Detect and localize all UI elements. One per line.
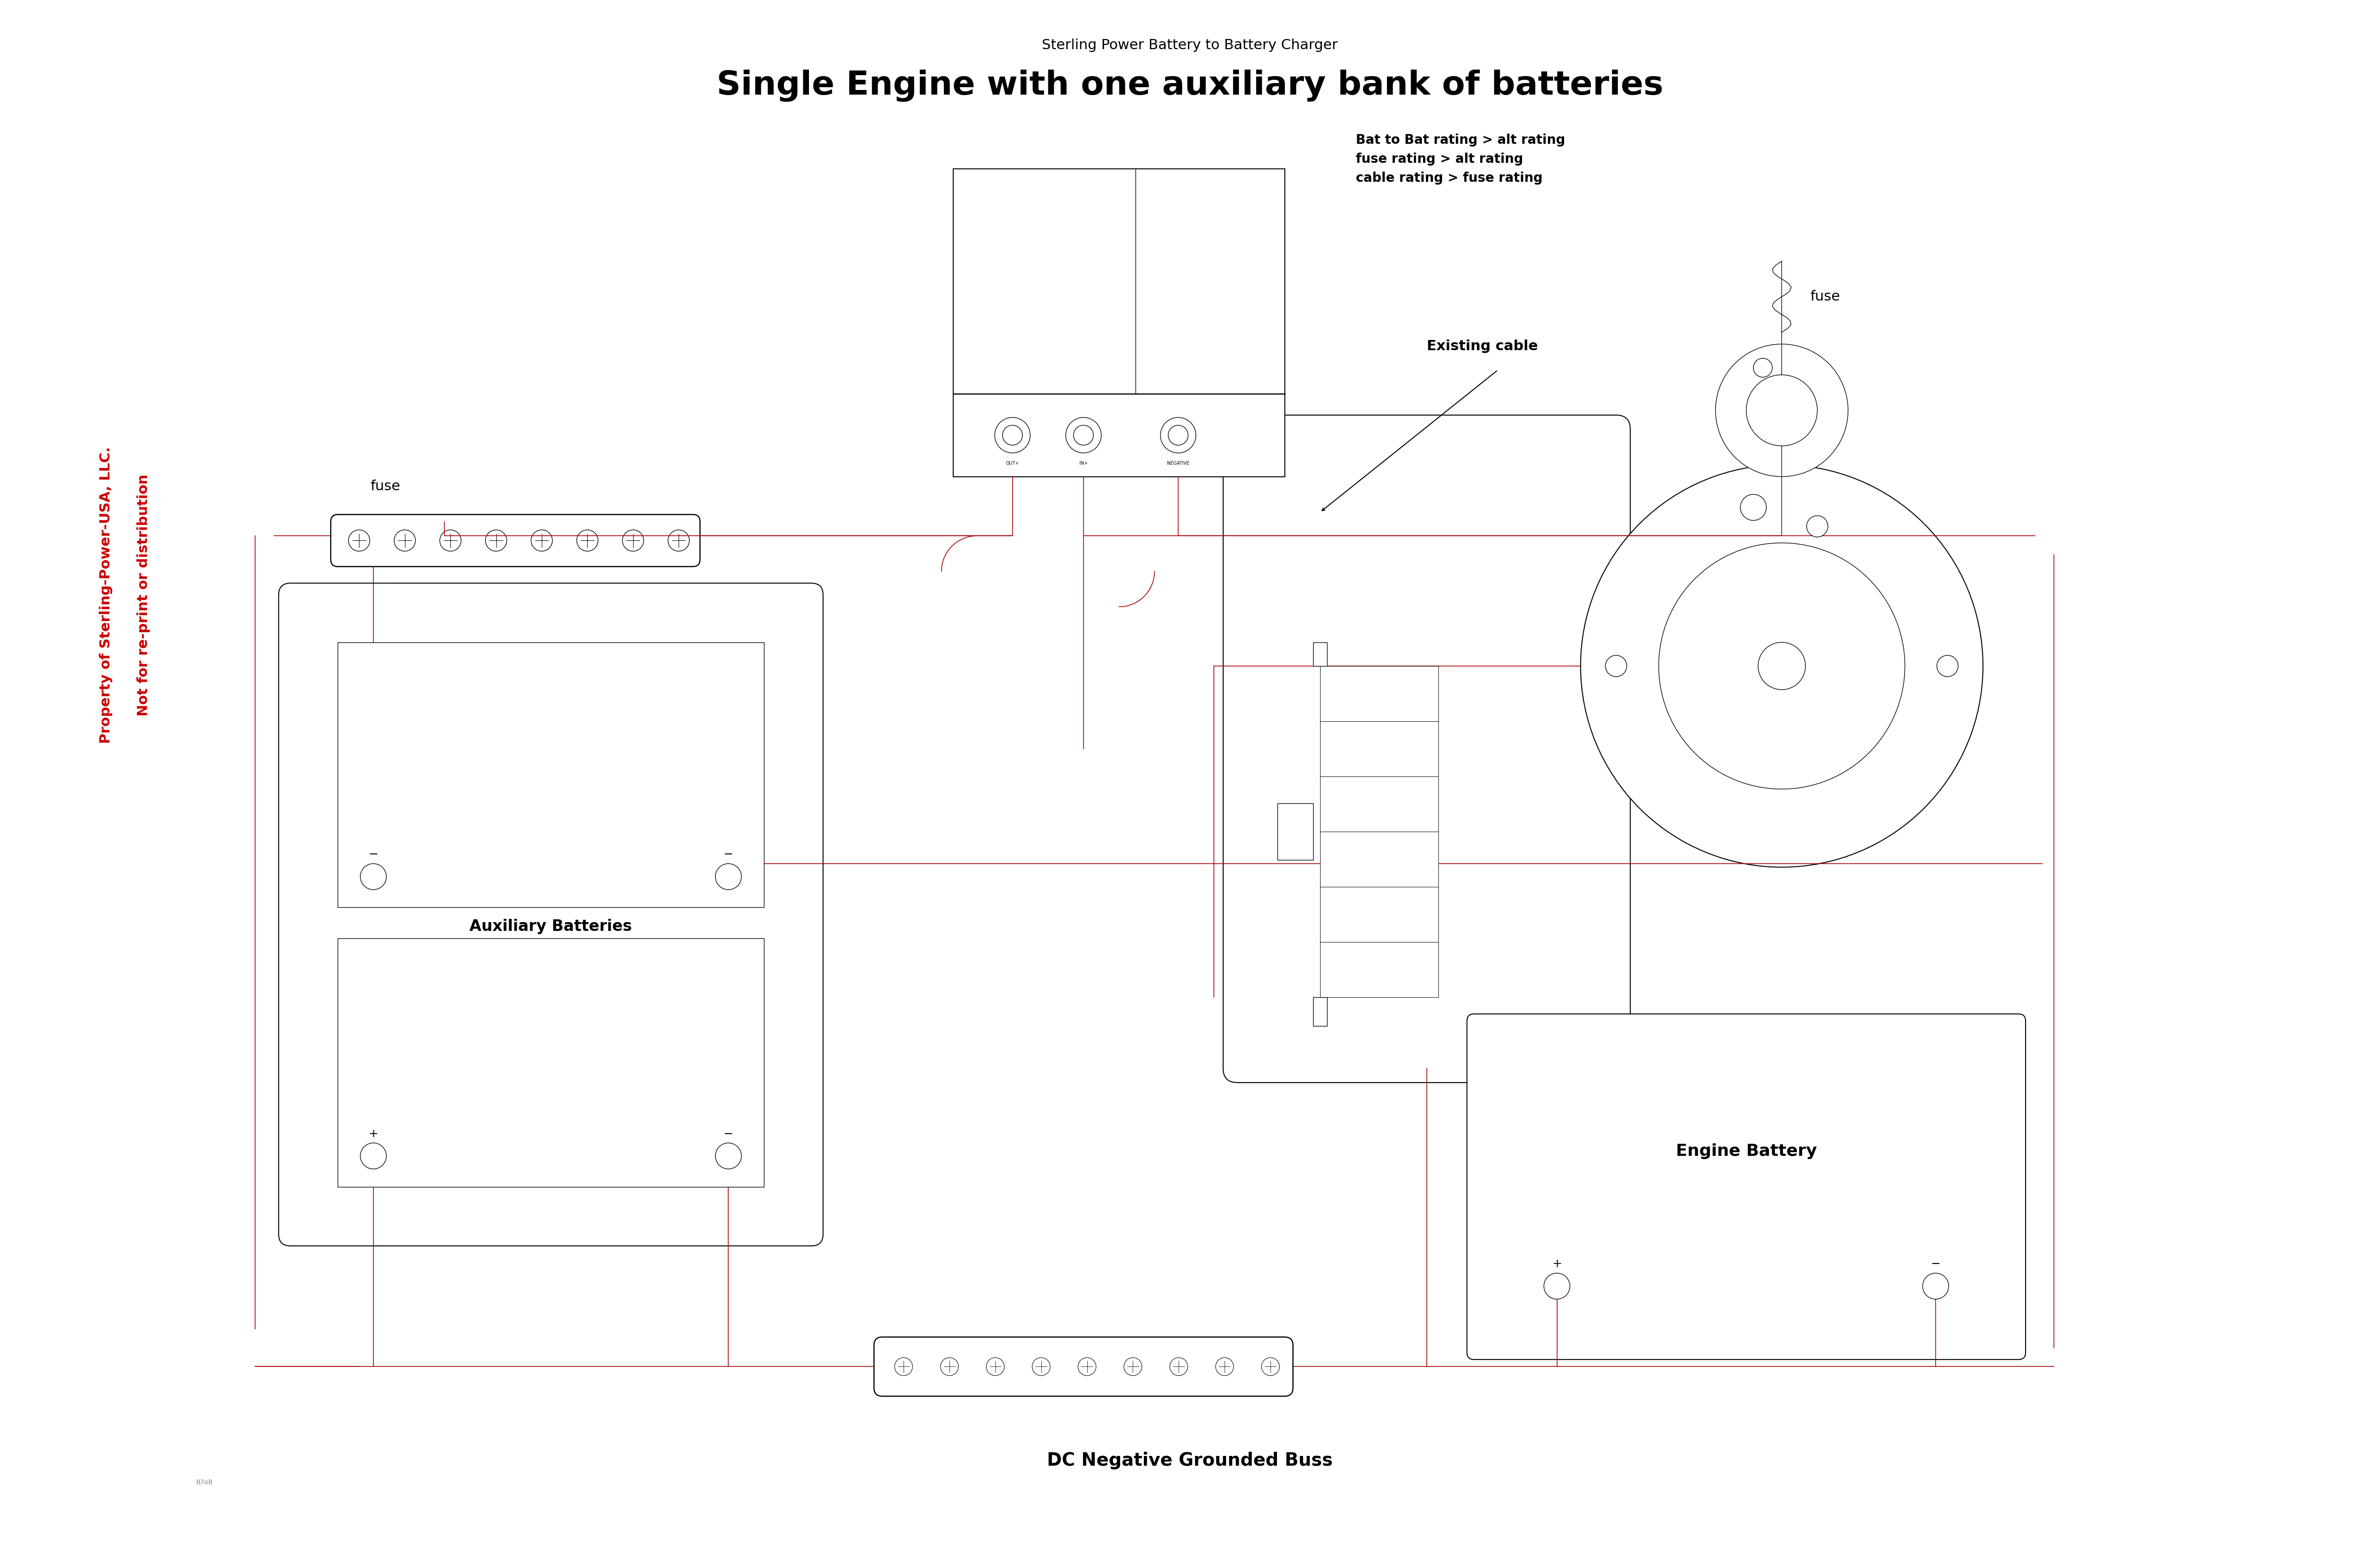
FancyBboxPatch shape xyxy=(873,1336,1292,1397)
Circle shape xyxy=(1216,1358,1233,1375)
Bar xyxy=(1321,666,1438,722)
Text: +: + xyxy=(1552,1259,1561,1270)
Text: Property of Sterling-Power-USA, LLC.: Property of Sterling-Power-USA, LLC. xyxy=(100,447,112,743)
Circle shape xyxy=(1747,375,1818,447)
Circle shape xyxy=(1740,494,1766,521)
Circle shape xyxy=(1161,417,1195,453)
Circle shape xyxy=(359,864,386,890)
Circle shape xyxy=(1759,643,1806,689)
Circle shape xyxy=(1002,425,1023,445)
Bar xyxy=(338,938,764,1187)
Text: DC Negative Grounded Buss: DC Negative Grounded Buss xyxy=(1047,1452,1333,1469)
Bar xyxy=(1278,803,1314,861)
Circle shape xyxy=(395,530,416,552)
Circle shape xyxy=(1066,417,1102,453)
Circle shape xyxy=(1606,655,1628,677)
Circle shape xyxy=(1073,425,1092,445)
Circle shape xyxy=(1659,542,1904,789)
Bar xyxy=(1314,643,1328,666)
Circle shape xyxy=(1033,1358,1050,1375)
Circle shape xyxy=(940,1358,959,1375)
Circle shape xyxy=(1078,1358,1097,1375)
Circle shape xyxy=(624,530,643,552)
Bar xyxy=(338,643,764,907)
Circle shape xyxy=(347,530,369,552)
Circle shape xyxy=(486,530,507,552)
Circle shape xyxy=(531,530,552,552)
Text: −: − xyxy=(724,1128,733,1139)
Text: fuse: fuse xyxy=(1811,290,1840,303)
Circle shape xyxy=(716,864,743,890)
Circle shape xyxy=(1545,1273,1571,1299)
Text: +: + xyxy=(369,1128,378,1139)
Circle shape xyxy=(1123,1358,1142,1375)
Circle shape xyxy=(1923,1273,1949,1299)
Circle shape xyxy=(1169,425,1188,445)
Text: −: − xyxy=(1930,1259,1940,1270)
Circle shape xyxy=(1754,358,1773,377)
Bar xyxy=(1321,722,1438,777)
Text: Existing cable: Existing cable xyxy=(1426,340,1537,354)
Text: −: − xyxy=(369,848,378,861)
Bar xyxy=(1321,887,1438,942)
Text: NEGATIVE: NEGATIVE xyxy=(1166,462,1190,467)
Circle shape xyxy=(576,530,597,552)
Text: Engine Battery: Engine Battery xyxy=(1676,1143,1816,1159)
Text: B7oB: B7oB xyxy=(195,1480,212,1486)
FancyBboxPatch shape xyxy=(1223,416,1630,1083)
Bar xyxy=(1314,998,1328,1026)
Circle shape xyxy=(1169,1358,1188,1375)
Circle shape xyxy=(669,530,690,552)
Text: Bat to Bat rating > alt rating
fuse rating > alt rating
cable rating > fuse rati: Bat to Bat rating > alt rating fuse rati… xyxy=(1357,133,1566,184)
Text: Auxiliary Batteries: Auxiliary Batteries xyxy=(469,919,633,935)
Circle shape xyxy=(1580,465,1983,867)
FancyBboxPatch shape xyxy=(278,582,823,1245)
Text: −: − xyxy=(724,848,733,861)
Circle shape xyxy=(1716,345,1847,476)
FancyBboxPatch shape xyxy=(1466,1014,2025,1360)
Circle shape xyxy=(895,1358,912,1375)
Text: Not for re-print or distribution: Not for re-print or distribution xyxy=(138,474,150,715)
Text: Sterling Power Battery to Battery Charger: Sterling Power Battery to Battery Charge… xyxy=(1042,39,1338,53)
Circle shape xyxy=(985,1358,1004,1375)
FancyBboxPatch shape xyxy=(331,514,700,567)
Circle shape xyxy=(440,530,462,552)
Circle shape xyxy=(1937,655,1959,677)
Circle shape xyxy=(359,1143,386,1170)
Text: Single Engine with one auxiliary bank of batteries: Single Engine with one auxiliary bank of… xyxy=(716,70,1664,102)
Bar xyxy=(1321,777,1438,831)
Circle shape xyxy=(995,417,1031,453)
Bar xyxy=(954,168,1285,476)
Circle shape xyxy=(1806,516,1828,538)
Text: OUT+: OUT+ xyxy=(1007,462,1019,467)
Text: fuse: fuse xyxy=(371,480,400,493)
Circle shape xyxy=(716,1143,743,1170)
Bar xyxy=(1321,942,1438,998)
Text: IN+: IN+ xyxy=(1078,462,1088,467)
Bar xyxy=(1321,831,1438,887)
Circle shape xyxy=(1261,1358,1280,1375)
